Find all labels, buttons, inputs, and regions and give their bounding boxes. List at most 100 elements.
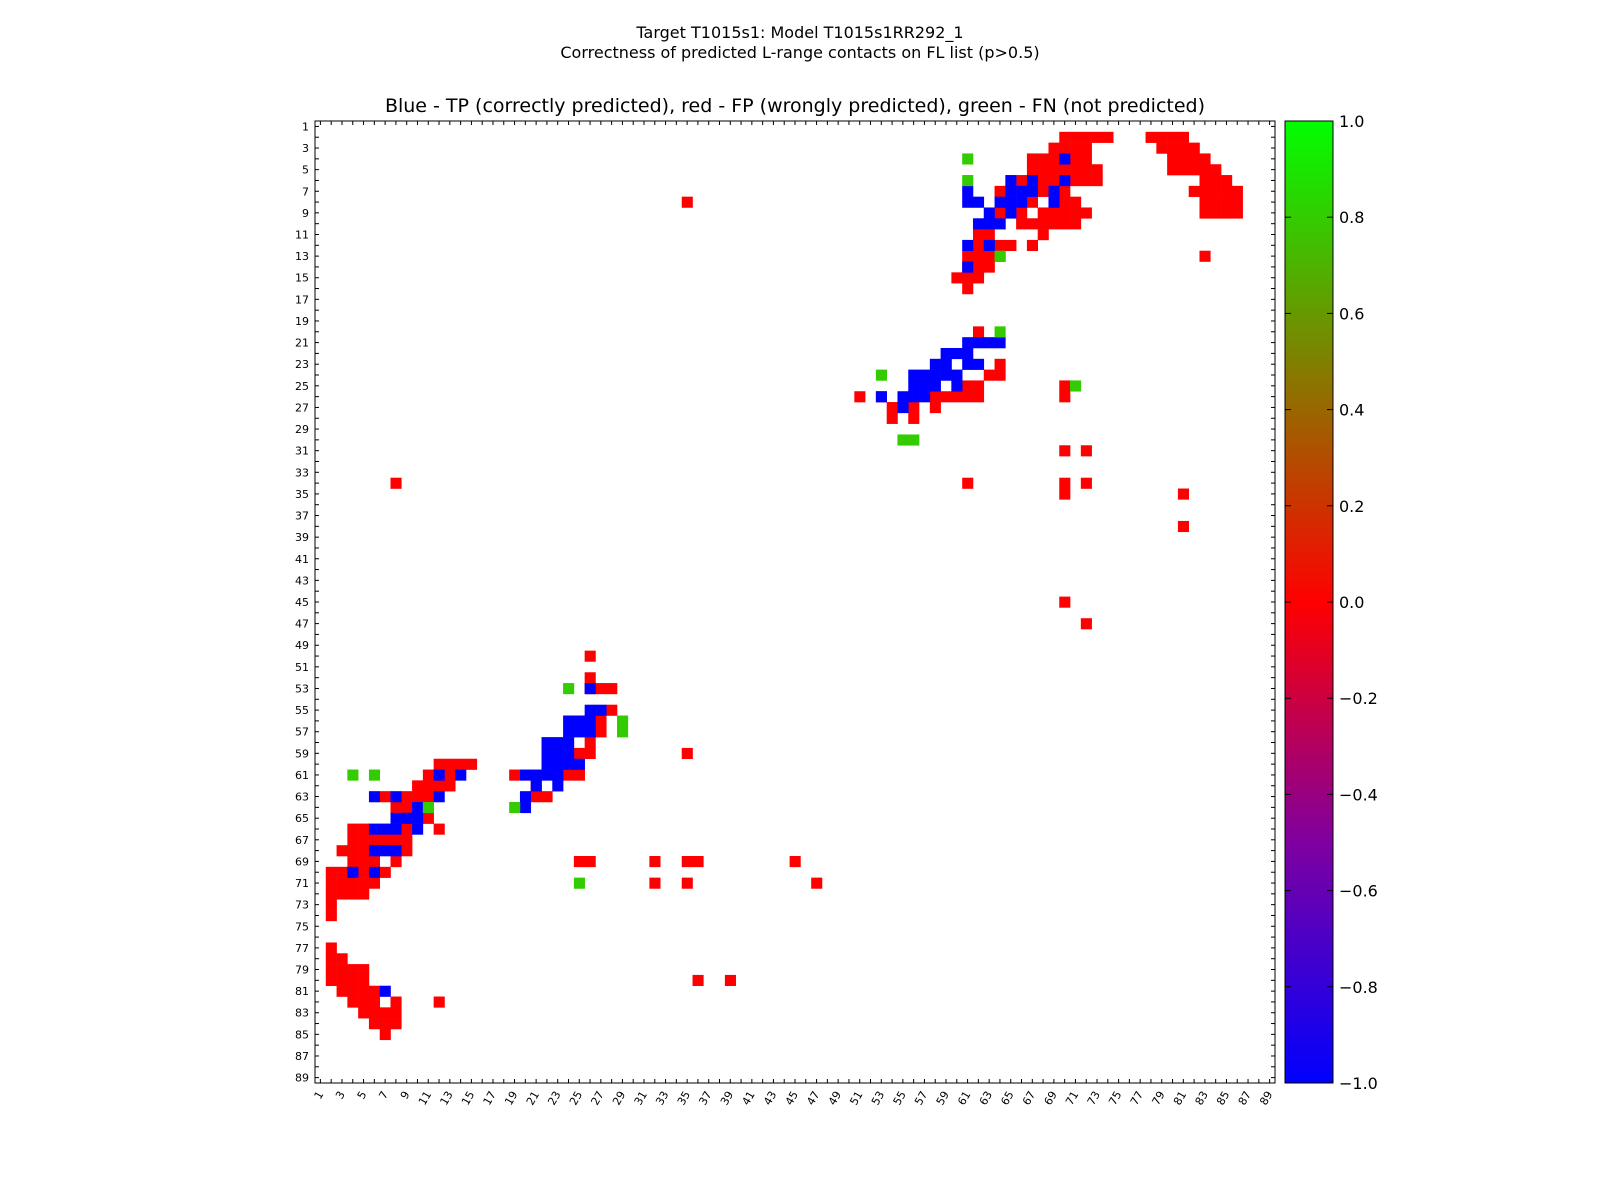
contact-cell-fp: [390, 996, 402, 1008]
contact-cell-tp: [951, 380, 963, 392]
contact-cell-tp: [573, 726, 585, 738]
contact-cell-fp: [1177, 131, 1190, 143]
contact-cell-fp: [962, 477, 974, 489]
contact-cell-fp: [1080, 164, 1092, 176]
y-tick-label: 87: [295, 1050, 309, 1063]
contact-cell-fp: [681, 877, 693, 889]
x-tick-label: 51: [847, 1089, 865, 1108]
colorbar-tick-label: −1.0: [1339, 1074, 1378, 1093]
contact-cell-fp: [541, 791, 553, 803]
contact-cell-fp: [1221, 175, 1233, 187]
contact-cell-fp: [325, 877, 337, 889]
contact-cell-fn: [368, 769, 381, 781]
contact-cell-fp: [1059, 131, 1071, 143]
contact-cell-tp: [1026, 185, 1038, 197]
contact-cell-fp: [390, 477, 402, 489]
y-tick-label: 65: [295, 812, 309, 825]
contact-cell-tp: [962, 347, 974, 360]
contact-cell-tp: [972, 196, 985, 208]
contact-cell-fp: [1231, 185, 1243, 197]
contact-cell-fp: [1026, 218, 1038, 230]
contact-cell-fp: [1177, 153, 1190, 165]
contact-cell-fp: [336, 953, 348, 965]
contact-cell-fp: [681, 856, 693, 868]
contact-cell-tp: [929, 380, 941, 392]
contact-cell-tp: [552, 747, 564, 760]
contact-cell-fp: [606, 683, 618, 695]
contact-cell-fp: [584, 672, 596, 684]
contact-cell-tp: [1026, 175, 1038, 187]
contact-cell-fn: [617, 715, 629, 727]
contact-cell-fp: [379, 1007, 391, 1019]
contact-cell-tp: [519, 801, 532, 814]
contact-cell-fp: [347, 845, 359, 857]
contact-cell-fn: [994, 326, 1006, 338]
y-tick-label: 35: [295, 488, 309, 501]
contact-cell-fn: [1070, 380, 1082, 392]
x-tick-label: 67: [1020, 1089, 1038, 1108]
contact-cell-fp: [1199, 207, 1211, 219]
contact-cell-tp: [552, 769, 564, 781]
contact-cell-tp: [940, 358, 952, 370]
x-tick-label: 89: [1257, 1089, 1275, 1108]
colorbar-tick-label: −0.4: [1339, 785, 1378, 804]
contact-cell-fp: [433, 780, 445, 792]
x-tick-label: 55: [891, 1089, 909, 1108]
contact-cell-tp: [390, 812, 402, 824]
contact-cell-fp: [1221, 196, 1233, 208]
contact-cell-tp: [1016, 196, 1028, 208]
y-tick-label: 33: [295, 466, 309, 479]
contact-cell-fp: [972, 391, 985, 403]
y-tick-label: 85: [295, 1028, 309, 1041]
contact-cell-fp: [325, 964, 337, 976]
contact-cell-fp: [401, 834, 413, 846]
contact-cell-fp: [584, 737, 596, 749]
x-tick-label: 83: [1193, 1089, 1211, 1108]
x-tick-label: 7: [376, 1089, 391, 1102]
x-tick-label: 19: [502, 1089, 520, 1108]
contact-cell-fp: [1210, 196, 1222, 208]
contact-cell-tp: [433, 769, 445, 781]
contact-cell-tp: [368, 791, 381, 803]
x-tick-label: 15: [459, 1089, 477, 1108]
colorbar-tick-label: 0.8: [1339, 208, 1364, 227]
x-tick-label: 61: [955, 1089, 973, 1108]
contact-cell-fp: [1102, 131, 1114, 143]
contact-cell-fp: [1231, 207, 1243, 219]
contact-cell-tp: [530, 780, 542, 792]
contact-cell-fp: [422, 780, 434, 792]
contact-cell-fp: [962, 391, 974, 403]
contact-cell-tp: [541, 747, 553, 760]
contact-cell-tp: [412, 801, 424, 814]
y-tick-label: 1: [302, 120, 309, 133]
contact-cell-tp: [552, 737, 564, 749]
contact-cell-fp: [412, 791, 424, 803]
plot-area: [315, 121, 1275, 1083]
contact-cell-fp: [325, 942, 337, 954]
contact-cell-tp: [983, 218, 995, 230]
colorbar-tick-label: −0.2: [1339, 689, 1378, 708]
y-tick-label: 39: [295, 531, 309, 544]
contact-cell-fp: [1037, 153, 1049, 165]
contact-cell-tp: [368, 845, 381, 857]
contact-cell-fp: [681, 196, 693, 208]
contact-cell-tp: [563, 758, 575, 770]
contact-cell-fp: [1080, 142, 1092, 154]
contact-cell-fp: [1199, 250, 1211, 262]
figure-suptitle-line2: Correctness of predicted L-range contact…: [560, 43, 1039, 62]
colorbar-tick-label: −0.6: [1339, 882, 1378, 901]
x-tick-label: 87: [1236, 1089, 1254, 1108]
contact-cell-tp: [972, 358, 985, 370]
contact-cell-fp: [401, 801, 413, 814]
contact-cell-tp: [897, 402, 909, 414]
contact-cell-fp: [1167, 153, 1179, 165]
contact-cell-tp: [379, 985, 391, 997]
y-tick-label: 21: [295, 337, 309, 350]
x-tick-label: 23: [545, 1089, 563, 1108]
contact-cell-fp: [368, 1007, 381, 1019]
contact-cell-fp: [1059, 391, 1071, 403]
contact-cell-fp: [1026, 239, 1038, 252]
contact-cell-fp: [929, 402, 941, 414]
contact-cell-fp: [325, 910, 337, 922]
contact-cell-fp: [379, 1028, 391, 1041]
